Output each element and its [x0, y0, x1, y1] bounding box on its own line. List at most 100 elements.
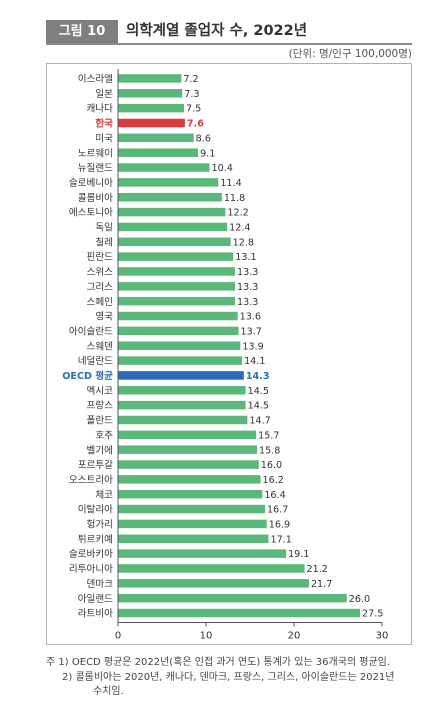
- category-label: 그리스: [87, 282, 114, 293]
- bar: [118, 356, 243, 365]
- value-label: 16.9: [269, 520, 290, 531]
- bar: [118, 148, 199, 157]
- bar: [118, 519, 267, 529]
- category-label: 튀르키예: [78, 533, 113, 545]
- value-label: 12.2: [227, 208, 248, 219]
- footnote-1: 주 1) OECD 평균은 2022년(혹은 인접 과거 연도) 통계가 있는 …: [46, 657, 391, 668]
- value-label: 14.7: [249, 416, 270, 427]
- category-label: 벨기에: [87, 445, 113, 456]
- value-label: 16.0: [261, 460, 282, 471]
- category-label: 아일랜드: [78, 594, 113, 605]
- bar: [118, 371, 244, 380]
- bar: [118, 192, 222, 202]
- value-label: 13.3: [237, 282, 258, 293]
- value-label: 14.3: [246, 371, 270, 382]
- bar: [118, 178, 219, 187]
- bar: [118, 504, 265, 514]
- bar: [118, 267, 236, 276]
- category-label: 스위스: [87, 266, 114, 278]
- value-label: 15.7: [258, 430, 279, 441]
- value-label: 16.2: [263, 475, 284, 486]
- category-label: 핀란드: [87, 251, 114, 263]
- category-label: 일본: [95, 89, 113, 100]
- bar: [118, 489, 263, 499]
- bar: [118, 252, 234, 261]
- bar: [118, 326, 239, 336]
- value-label: 14.1: [244, 356, 265, 367]
- bar: [118, 534, 269, 544]
- value-label: 15.8: [259, 445, 280, 456]
- value-label: 13.1: [235, 252, 256, 263]
- x-tick-label: 20: [288, 630, 301, 641]
- bar: [118, 608, 360, 618]
- value-label: 7.2: [183, 74, 198, 85]
- category-label: 슬로베니아: [69, 178, 113, 189]
- bar: [118, 445, 258, 454]
- value-label: 8.6: [196, 133, 211, 144]
- bar: [118, 593, 347, 603]
- footnotes: 주 1) OECD 평균은 2022년(혹은 인접 과거 연도) 통계가 있는 …: [46, 656, 416, 700]
- category-label: 덴마크: [87, 579, 114, 590]
- value-label: 14.5: [248, 401, 269, 412]
- bar: [118, 579, 309, 588]
- category-label: 한국: [95, 118, 113, 130]
- value-label: 21.7: [311, 579, 332, 590]
- unit-label: (단위: 명/인구 100,000명): [288, 48, 412, 60]
- category-label: 캐나다: [87, 104, 114, 115]
- category-label: 리투아니아: [69, 564, 113, 575]
- bar: [118, 133, 194, 143]
- bar: [118, 430, 257, 440]
- value-label: 9.1: [200, 148, 215, 159]
- x-tick-label: 10: [200, 630, 213, 641]
- x-tick-label: 0: [115, 630, 121, 641]
- category-label: 네덜란드: [78, 355, 113, 367]
- bar: [118, 415, 248, 425]
- category-label: 이탈리아: [78, 504, 113, 516]
- category-label: 프랑스: [87, 400, 114, 412]
- category-label: 미국: [95, 133, 113, 144]
- value-label: 11.4: [220, 178, 241, 189]
- value-label: 13.6: [240, 312, 261, 323]
- value-label: 14.5: [248, 386, 269, 397]
- bar-chart: 이스라엘 7.2 일본 7.3 캐나다 7.5 한국 7.6 미국 8.6 노르웨이 9.1 뉴질랜드 1…: [62, 69, 389, 641]
- category-label: 라트비아: [78, 609, 113, 620]
- value-label: 13.9: [242, 341, 263, 352]
- value-label: 21.2: [307, 564, 328, 575]
- value-label: 7.6: [187, 119, 204, 130]
- bar: [118, 207, 226, 217]
- category-label: 포르투갈: [78, 459, 113, 471]
- bar: [118, 89, 183, 98]
- category-label: 에스토니아: [69, 208, 113, 219]
- value-label: 13.3: [237, 297, 258, 308]
- title-divider: [46, 43, 412, 45]
- category-label: 헝가리: [87, 520, 113, 531]
- bar: [118, 118, 185, 128]
- bar: [118, 222, 228, 232]
- category-label: 노르웨이: [78, 147, 113, 159]
- value-label: 17.1: [270, 534, 291, 545]
- value-label: 16.7: [267, 505, 288, 516]
- bar: [118, 386, 246, 395]
- value-label: 27.5: [362, 609, 383, 620]
- category-label: 스웨덴: [87, 340, 114, 352]
- x-tick-label: 30: [376, 630, 389, 641]
- bar: [118, 400, 246, 410]
- category-label: 이스라엘: [78, 74, 113, 85]
- footnote-2-continued: 수치임.: [93, 686, 124, 697]
- category-label: 아이슬란드: [69, 325, 113, 337]
- footnote-2: 2) 콜롬비아는 2020년, 캐나다, 덴마크, 프랑스, 그리스, 아이슬란…: [62, 671, 395, 683]
- bar: [118, 475, 261, 484]
- chart-title: 의학계열 졸업자 수, 2022년: [126, 23, 308, 39]
- category-label: 체코: [95, 490, 113, 501]
- category-label: OECD 평균: [62, 370, 113, 382]
- bar: [118, 103, 184, 113]
- value-label: 10.4: [212, 163, 233, 174]
- bar: [118, 74, 182, 83]
- category-label: 폴란드: [87, 415, 114, 427]
- bar: [118, 341, 241, 350]
- chart-frame: 이스라엘 7.2 일본 7.3 캐나다 7.5 한국 7.6 미국 8.6 노르웨이 9.1 뉴질랜드 1…: [46, 63, 412, 645]
- category-label: 독일: [95, 223, 113, 234]
- category-label: 영국: [95, 312, 113, 323]
- bar: [118, 549, 287, 558]
- category-label: 오스트리아: [69, 475, 113, 486]
